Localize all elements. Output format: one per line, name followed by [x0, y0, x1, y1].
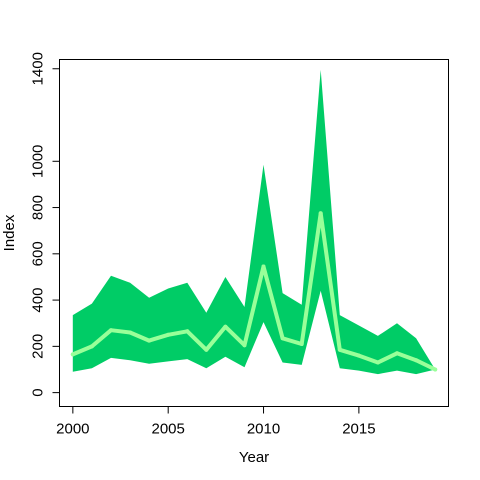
x-axis: 2000 2005 2010 2015 — [56, 406, 376, 438]
x-tick-label-2000: 2000 — [56, 421, 89, 438]
data-point-2018 — [414, 358, 419, 363]
y-tick-label-0: 0 — [30, 388, 47, 396]
data-point-2019 — [433, 367, 438, 372]
series-points — [70, 211, 438, 372]
data-point-2007 — [204, 347, 209, 352]
confidence-band — [72, 69, 436, 375]
plot-area — [70, 69, 438, 375]
data-point-2000 — [70, 352, 75, 357]
data-point-2012 — [299, 342, 304, 346]
data-point-2002 — [109, 328, 113, 333]
y-axis: 0 200 400 600 800 1000 1400 — [30, 52, 60, 397]
data-point-2006 — [185, 329, 190, 334]
y-tick-label-600: 600 — [30, 241, 47, 266]
x-tick-label-2015: 2015 — [342, 421, 375, 438]
data-point-2016 — [375, 360, 380, 365]
y-tick-label-1400: 1400 — [30, 52, 47, 85]
data-point-2005 — [166, 332, 171, 337]
y-tick-label-1000: 1000 — [30, 145, 47, 178]
y-tick-label-200: 200 — [30, 334, 47, 359]
data-point-2011 — [280, 336, 285, 341]
data-point-2009 — [242, 343, 247, 348]
data-point-2010 — [261, 264, 266, 269]
data-point-2013 — [318, 211, 323, 216]
data-point-2015 — [356, 353, 361, 358]
y-axis-title: Index — [1, 214, 18, 251]
data-point-2001 — [89, 344, 94, 349]
x-tick-label-2010: 2010 — [247, 421, 280, 438]
data-point-2014 — [337, 347, 342, 352]
x-tick-label-2005: 2005 — [152, 421, 185, 438]
y-tick-label-800: 800 — [30, 195, 47, 220]
data-point-2008 — [223, 324, 228, 329]
data-point-2004 — [147, 338, 152, 343]
y-tick-label-400: 400 — [30, 288, 47, 313]
data-point-2003 — [128, 330, 133, 335]
series-line-index — [70, 211, 438, 372]
x-axis-title: Year — [239, 449, 269, 466]
data-point-2017 — [395, 351, 399, 356]
